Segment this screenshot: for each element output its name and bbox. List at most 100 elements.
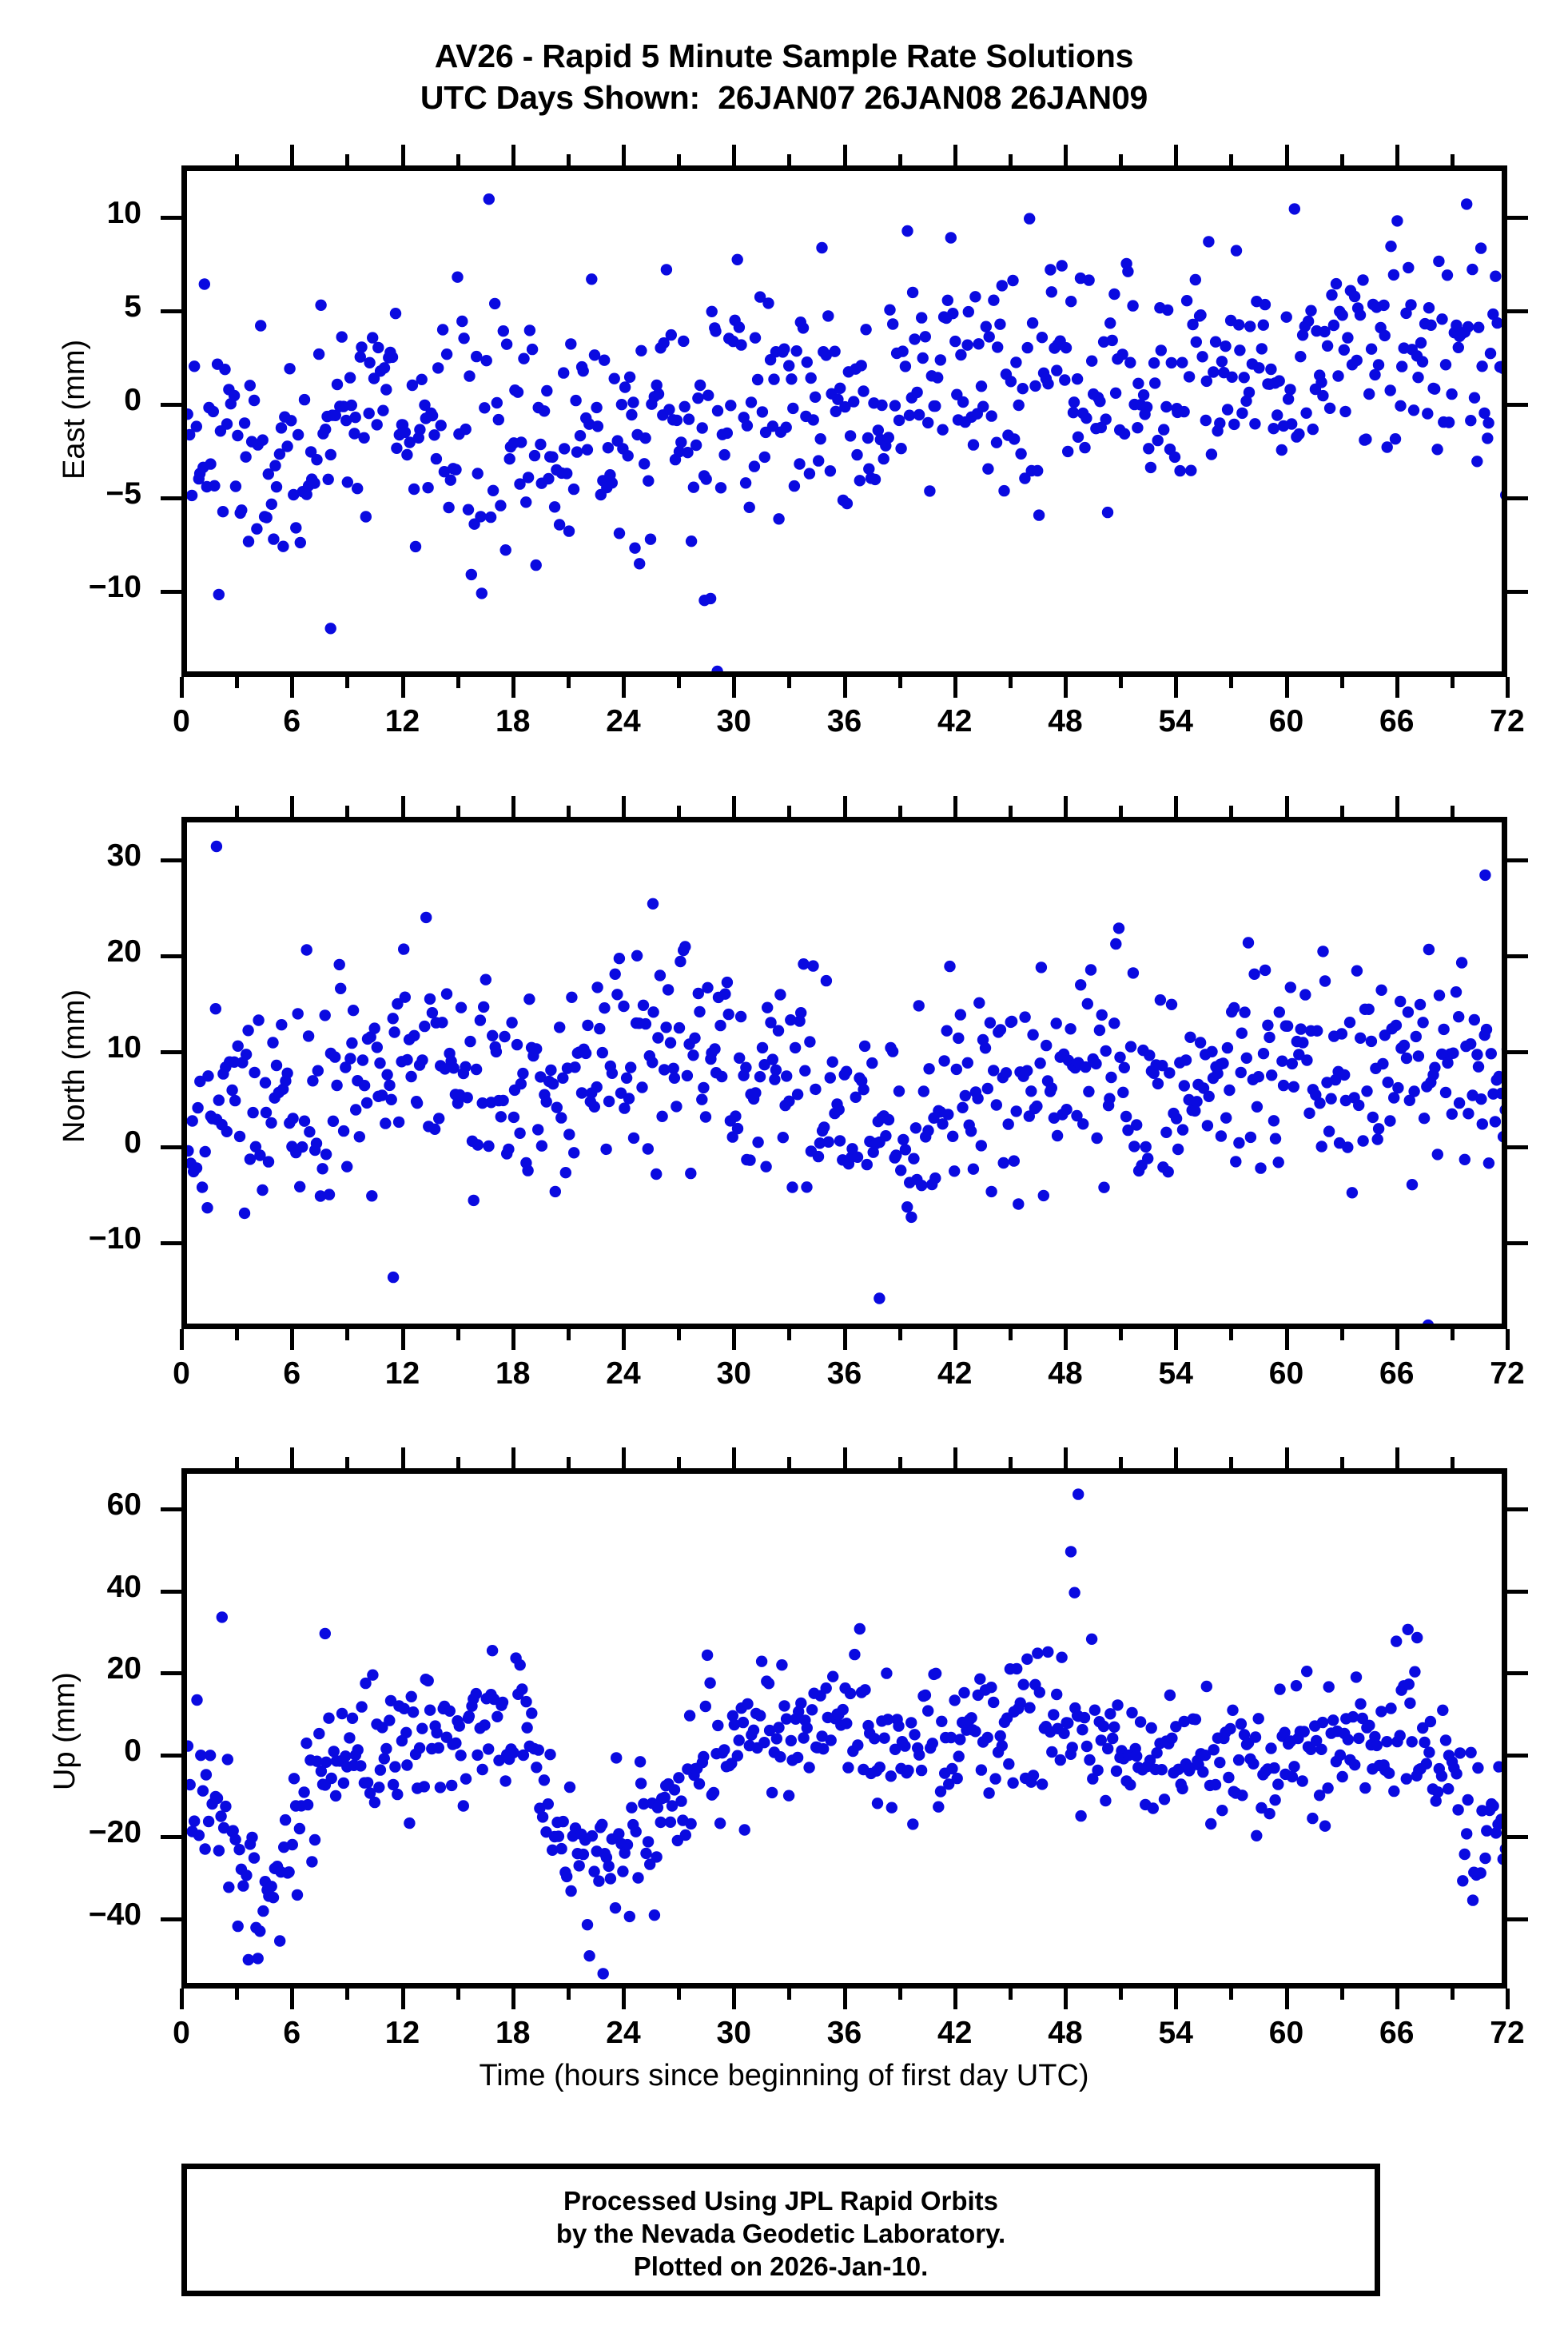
x-tick-up-7 xyxy=(953,1989,957,2009)
x-tick-up-4 xyxy=(622,1989,626,2009)
y-tick-right-east-1 xyxy=(1507,309,1528,314)
x-tick-top-up-12 xyxy=(400,1447,405,1468)
x-tick-north-1 xyxy=(290,1329,295,1350)
x-tick-top-up-54 xyxy=(1174,1447,1179,1468)
y-tick-right-north-0 xyxy=(1507,858,1528,862)
x-tick-up-9 xyxy=(1174,1989,1179,2009)
x-tick-top-east-3 xyxy=(235,154,240,165)
y-tick-north-2 xyxy=(161,1049,181,1054)
x-tick-top-east-30 xyxy=(732,145,737,165)
x-tick-minor-up-45 xyxy=(1008,1989,1013,2000)
x-tick-up-1 xyxy=(290,1989,295,2009)
x-tick-top-east-39 xyxy=(897,154,902,165)
x-tick-top-up-69 xyxy=(1450,1457,1455,1468)
y-tick-up-4 xyxy=(161,1835,181,1840)
x-tick-top-east-36 xyxy=(842,145,847,165)
x-tick-top-up-18 xyxy=(511,1447,515,1468)
x-tick-label-east-12: 72 xyxy=(1490,704,1525,739)
x-tick-up-6 xyxy=(842,1989,847,2009)
x-tick-label-east-10: 60 xyxy=(1268,704,1304,739)
x-tick-top-north-12 xyxy=(400,796,405,817)
x-tick-top-east-6 xyxy=(290,145,295,165)
x-tick-north-5 xyxy=(732,1329,737,1350)
y-tick-label-up-4: −20 xyxy=(88,1815,141,1850)
x-tick-top-up-6 xyxy=(290,1447,295,1468)
x-tick-up-3 xyxy=(511,1989,515,2009)
x-tick-minor-up-39 xyxy=(897,1989,902,2000)
x-tick-label-up-3: 18 xyxy=(495,2016,531,2050)
x-tick-top-up-3 xyxy=(235,1457,240,1468)
x-tick-east-11 xyxy=(1395,677,1399,698)
x-tick-top-north-6 xyxy=(290,796,295,817)
x-tick-east-10 xyxy=(1284,677,1289,698)
y-tick-north-0 xyxy=(161,858,181,862)
x-tick-label-east-7: 42 xyxy=(937,704,973,739)
x-tick-top-east-57 xyxy=(1229,154,1234,165)
x-tick-minor-east-21 xyxy=(566,677,571,688)
x-tick-label-up-5: 30 xyxy=(716,2016,751,2050)
x-tick-up-10 xyxy=(1284,1989,1289,2009)
x-tick-minor-east-51 xyxy=(1119,677,1124,688)
y-tick-east-4 xyxy=(161,589,181,594)
x-tick-east-6 xyxy=(842,677,847,698)
x-tick-minor-north-33 xyxy=(787,1329,792,1340)
x-tick-label-up-4: 24 xyxy=(606,2016,641,2050)
x-tick-top-north-27 xyxy=(677,806,682,817)
x-tick-label-east-11: 66 xyxy=(1379,704,1415,739)
x-tick-minor-east-9 xyxy=(345,677,350,688)
y-axis-title-north: North (mm) xyxy=(58,989,91,1143)
footer-box: Processed Using JPL Rapid Orbits by the … xyxy=(181,2164,1380,2296)
x-tick-label-east-0: 0 xyxy=(173,704,190,739)
x-tick-minor-north-15 xyxy=(456,1329,460,1340)
title-line-2: UTC Days Shown: 26JAN07 26JAN08 26JAN09 xyxy=(420,79,1148,116)
x-tick-top-north-69 xyxy=(1450,806,1455,817)
x-tick-label-north-6: 36 xyxy=(826,1356,862,1391)
panel-north: 30 20 10 0 −10 0 6 12 18 24 30 36 42 48 54 60 66 72 xyxy=(89,796,1528,1391)
x-tick-label-north-12: 72 xyxy=(1490,1356,1525,1391)
y-tick-label-east-2: 0 xyxy=(124,382,141,417)
x-tick-top-up-60 xyxy=(1284,1447,1289,1468)
y-tick-right-north-3 xyxy=(1507,1145,1528,1150)
x-tick-minor-up-3 xyxy=(235,1989,240,2000)
x-tick-top-east-33 xyxy=(787,154,792,165)
x-tick-top-up-51 xyxy=(1119,1457,1124,1468)
panel-up: 60 40 20 0 −20 −40 0 6 12 18 24 30 36 42 48 54 60 66 72 xyxy=(89,1447,1528,2050)
x-tick-north-3 xyxy=(511,1329,515,1350)
x-tick-label-east-6: 36 xyxy=(826,704,862,739)
x-tick-minor-up-15 xyxy=(456,1989,460,2000)
x-tick-top-east-24 xyxy=(622,145,626,165)
y-tick-label-up-0: 60 xyxy=(106,1487,141,1523)
x-tick-minor-north-51 xyxy=(1119,1329,1124,1340)
y-tick-north-4 xyxy=(161,1241,181,1246)
x-tick-minor-up-27 xyxy=(677,1989,682,2000)
x-tick-north-9 xyxy=(1174,1329,1179,1350)
x-tick-north-11 xyxy=(1395,1329,1399,1350)
y-tick-label-north-0: 30 xyxy=(106,838,141,873)
x-tick-east-12 xyxy=(1506,677,1510,698)
x-tick-top-north-9 xyxy=(345,806,350,817)
y-tick-label-up-2: 20 xyxy=(106,1651,141,1686)
x-tick-minor-east-15 xyxy=(456,677,460,688)
x-tick-east-8 xyxy=(1064,677,1068,698)
x-tick-label-north-7: 42 xyxy=(937,1356,973,1391)
x-tick-minor-east-69 xyxy=(1450,677,1455,688)
x-tick-top-east-45 xyxy=(1008,154,1013,165)
x-tick-top-up-36 xyxy=(842,1447,847,1468)
x-tick-label-north-11: 66 xyxy=(1379,1356,1415,1391)
scatter-points-north xyxy=(187,840,1502,1324)
footer-text: Processed Using JPL Rapid Orbits by the … xyxy=(187,2184,1375,2283)
y-tick-right-up-5 xyxy=(1507,1917,1528,1921)
x-tick-up-2 xyxy=(400,1989,405,2009)
x-tick-top-north-21 xyxy=(566,806,571,817)
x-tick-top-east-48 xyxy=(1064,145,1068,165)
x-tick-label-up-9: 54 xyxy=(1158,2016,1193,2050)
x-tick-label-up-7: 42 xyxy=(937,2016,973,2050)
x-tick-top-east-54 xyxy=(1174,145,1179,165)
y-tick-label-north-3: 0 xyxy=(124,1125,141,1161)
x-tick-label-north-5: 30 xyxy=(716,1356,751,1391)
y-tick-label-up-3: 0 xyxy=(124,1733,141,1768)
y-tick-east-1 xyxy=(161,309,181,314)
x-tick-top-up-45 xyxy=(1008,1457,1013,1468)
x-tick-label-north-1: 6 xyxy=(283,1356,301,1391)
x-tick-top-up-48 xyxy=(1064,1447,1068,1468)
